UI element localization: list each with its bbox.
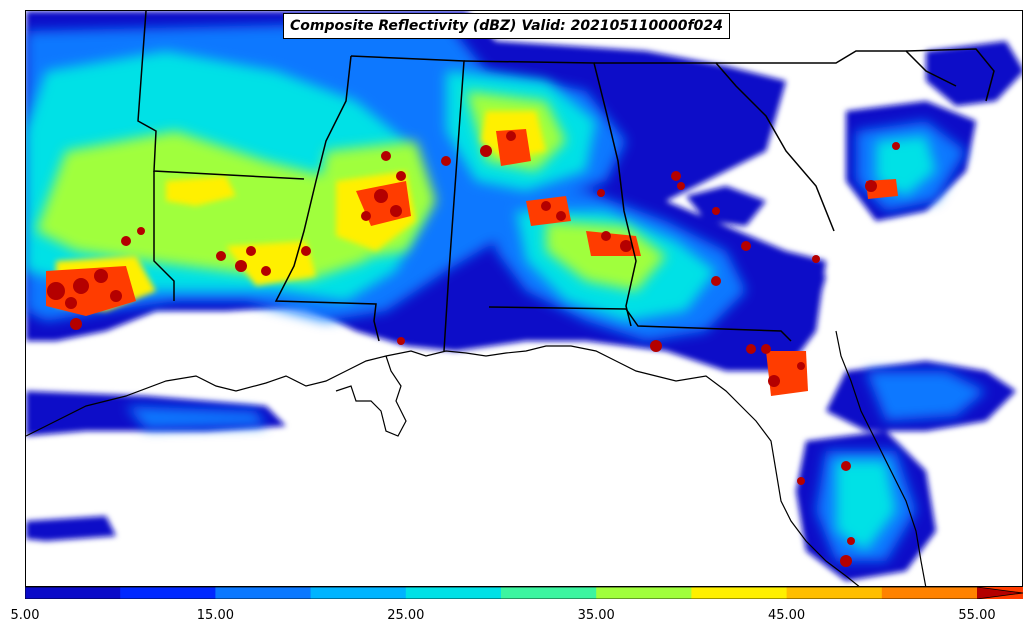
colorbar-extend-arrow [977,587,1023,599]
colorbar-tick-label: 5.00 [10,608,40,623]
colorbar [25,587,1023,599]
colorbar-tick-label: 35.00 [577,608,615,623]
colorbar-tick-label: 25.00 [387,608,425,623]
colorbar-tick-label: 45.00 [767,608,806,623]
state-borders [137,11,995,352]
colorbar-band [405,587,502,599]
reflectivity-map [26,11,1022,586]
colorbar-band [691,587,788,599]
coastline [26,330,927,586]
colorbar-band [310,587,407,599]
colorbar-band [786,587,883,599]
colorbar-band [120,587,216,599]
colorbar-band [501,587,597,599]
colorbar-tick-label: 15.00 [196,608,234,623]
colorbar-band [215,587,312,599]
colorbar-outline [25,587,1023,599]
precip-field [26,11,1022,581]
colorbar-band [596,587,692,599]
colorbar-band [881,587,978,599]
map-frame [25,10,1023,587]
colorbar-band [25,587,121,599]
colorbar-tick-label: 55.00 [958,608,996,623]
map-title: Composite Reflectivity (dBZ) Valid: 2021… [283,13,730,39]
